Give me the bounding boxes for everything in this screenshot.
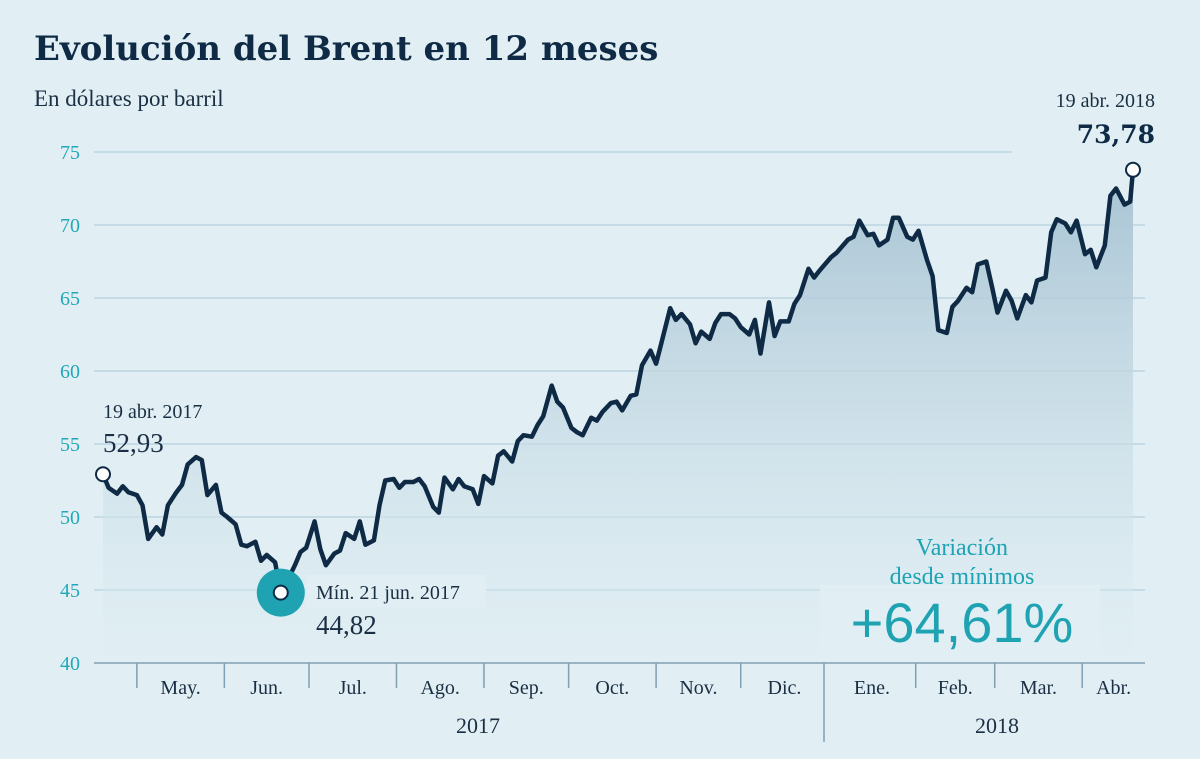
end-label-backdrop [1012, 130, 1162, 166]
variation-label-line2: desde mínimos [890, 564, 1035, 590]
y-tick-label-75: 75 [60, 142, 80, 164]
end-value-label: 73,78 [1077, 120, 1155, 149]
variation-value: +64,61% [851, 591, 1074, 654]
x-tick-label-1: Jun. [250, 677, 283, 699]
end-marker [1125, 161, 1141, 178]
end-date-label: 19 abr. 2018 [1056, 90, 1155, 112]
x-tick-label-8: Ene. [854, 677, 890, 699]
min-value-label: 44,82 [316, 610, 377, 640]
price-area [103, 169, 1133, 664]
start-marker [95, 466, 111, 483]
y-tick-label-50: 50 [60, 507, 80, 529]
x-tick-label-2: Jul. [339, 677, 367, 699]
y-tick-label-55: 55 [60, 434, 80, 456]
y-axis-ticks: 40 45 50 55 60 65 70 75 [60, 142, 80, 675]
y-tick-label-60: 60 [60, 361, 80, 383]
year-label-2018: 2018 [975, 713, 1019, 738]
x-tick-label-6: Nov. [679, 677, 717, 699]
x-tick-label-3: Ago. [420, 677, 459, 699]
y-tick-label-70: 70 [60, 215, 80, 237]
min-marker [272, 584, 289, 601]
y-tick-label-65: 65 [60, 288, 80, 310]
x-tick-label-9: Feb. [938, 677, 973, 699]
chart-title: Evolución del Brent en 12 meses [34, 29, 658, 69]
min-label-backdrop [306, 575, 486, 607]
variation-label-line1: Variación [916, 535, 1008, 561]
min-date-label: Mín. 21 jun. 2017 [316, 582, 460, 604]
x-tick-label-7: Dic. [768, 677, 802, 699]
y-tick-label-40: 40 [60, 653, 80, 675]
x-tick-label-4: Sep. [509, 677, 544, 699]
variation-backdrop [820, 585, 1100, 655]
x-tick-label-11: Abr. [1096, 677, 1131, 699]
year-label-2017: 2017 [456, 713, 500, 738]
x-tick-label-10: Mar. [1020, 677, 1057, 699]
start-date-label: 19 abr. 2017 [103, 401, 202, 423]
y-tick-label-45: 45 [60, 580, 80, 602]
start-value-label: 52,93 [103, 428, 164, 458]
x-tick-label-0: May. [160, 677, 200, 699]
x-axis-ticks: May. Jun. Jul. Ago. Sep. Oct. Nov. Dic. Ene. Feb.… [136, 663, 1131, 699]
price-line [100, 167, 1136, 595]
chart-subtitle: En dólares por barril [34, 86, 224, 111]
x-tick-label-5: Oct. [595, 677, 629, 699]
